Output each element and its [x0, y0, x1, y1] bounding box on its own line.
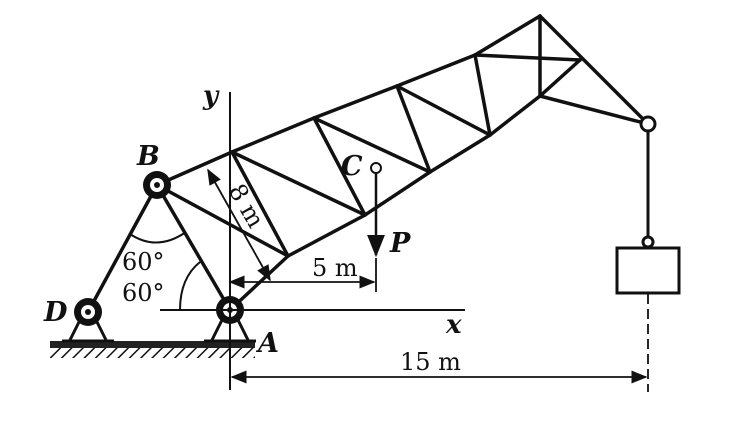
y-axis-label: y: [202, 81, 220, 111]
point-a-label: A: [255, 328, 279, 359]
angle-lower-label: 60°: [122, 279, 165, 307]
dim-15m-line: [230, 294, 649, 392]
truss-boom: [155, 14, 650, 312]
x-axis-label: x: [445, 310, 462, 340]
point-b-label: B: [136, 141, 160, 172]
dim-8m-line: [207, 168, 271, 282]
point-c-label: C: [341, 151, 363, 182]
dim-5m-line: [228, 258, 377, 292]
load-arrow: [367, 162, 385, 258]
dim-5m-label: 5 m: [312, 254, 358, 282]
load-p-label: P: [389, 228, 411, 259]
load-box: [615, 246, 681, 295]
dim-15m-label: 15 m: [400, 348, 461, 376]
point-d-label: D: [43, 297, 68, 328]
angle-arcs: [129, 231, 201, 311]
frame-members: [86, 183, 232, 314]
angle-upper-label: 60°: [122, 248, 165, 276]
ground: [50, 341, 255, 358]
pin-d: [74, 298, 102, 326]
hoist: [615, 115, 681, 295]
pin-b: [143, 171, 171, 199]
